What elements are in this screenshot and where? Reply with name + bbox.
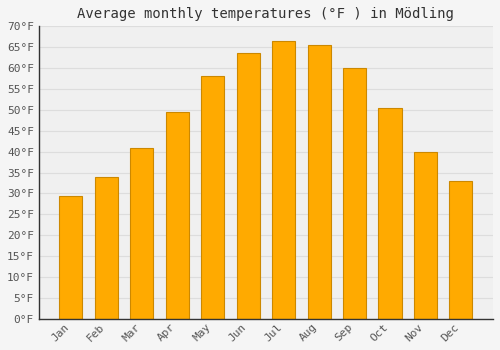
Bar — [308, 45, 330, 319]
Bar — [343, 68, 366, 319]
Bar — [272, 41, 295, 319]
Bar — [236, 54, 260, 319]
Bar — [130, 147, 154, 319]
Bar — [450, 181, 472, 319]
Bar — [378, 108, 402, 319]
Bar — [414, 152, 437, 319]
Bar — [95, 177, 118, 319]
Bar — [201, 76, 224, 319]
Bar — [166, 112, 189, 319]
Bar — [60, 196, 82, 319]
Title: Average monthly temperatures (°F ) in Mödling: Average monthly temperatures (°F ) in Mö… — [78, 7, 454, 21]
